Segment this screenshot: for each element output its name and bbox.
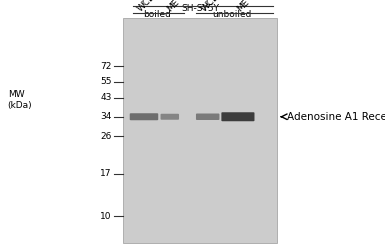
Text: unboiled: unboiled: [213, 10, 252, 19]
Bar: [123, 18, 277, 242]
Text: 34: 34: [100, 112, 112, 121]
FancyBboxPatch shape: [161, 114, 179, 120]
Text: WCE: WCE: [136, 0, 157, 14]
FancyBboxPatch shape: [130, 113, 158, 120]
Text: WCE: WCE: [200, 0, 221, 14]
FancyBboxPatch shape: [221, 112, 254, 121]
Text: 10: 10: [100, 212, 112, 221]
Text: 43: 43: [100, 94, 112, 102]
Text: MW
(kDa): MW (kDa): [8, 90, 32, 110]
Text: 72: 72: [100, 62, 112, 71]
Text: 55: 55: [100, 78, 112, 86]
Text: 17: 17: [100, 169, 112, 178]
Text: ME: ME: [165, 0, 181, 14]
Text: boiled: boiled: [143, 10, 171, 19]
FancyBboxPatch shape: [196, 114, 219, 120]
Text: ME: ME: [235, 0, 251, 14]
Text: SH-SY5Y: SH-SY5Y: [181, 4, 219, 13]
Text: 26: 26: [100, 132, 112, 141]
Text: Adenosine A1 Receptor: Adenosine A1 Receptor: [287, 112, 385, 122]
